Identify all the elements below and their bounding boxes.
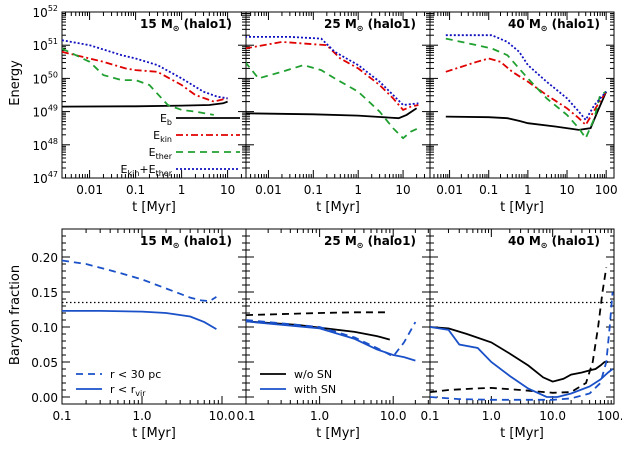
- legend-label: with SN: [294, 383, 336, 396]
- x-tick-label: 1: [178, 183, 186, 197]
- x-tick-label: 10.0: [209, 409, 236, 423]
- series-line: [430, 326, 614, 398]
- series-line: [445, 37, 607, 141]
- x-tick-label: 0.1: [126, 183, 145, 197]
- x-tick-label: 0.1: [420, 409, 439, 423]
- y-tick-label: 1050: [33, 70, 58, 86]
- panel-title: 25 M⊙ (halo1): [324, 17, 416, 33]
- series-line: [246, 319, 417, 358]
- series-line: [430, 291, 614, 401]
- panel-title: 15 M⊙ (halo1): [140, 234, 232, 250]
- x-tick-label: 1.0: [482, 409, 501, 423]
- series-line: [62, 310, 217, 330]
- series-line: [62, 47, 214, 116]
- x-axis-label: t [Myr]: [500, 200, 544, 215]
- series-line: [246, 36, 419, 106]
- legend-label: Eb: [160, 112, 172, 127]
- panel-title: 40 M⊙ (halo1): [508, 234, 600, 250]
- panel-r1-p1: 0.1 1.0 10.0 t [Myr] 25 M⊙ (halo1) w/o SN with…: [236, 228, 431, 441]
- series-line: [246, 320, 391, 341]
- x-tick-label: 1: [354, 183, 362, 197]
- x-tick-label: 10.0: [380, 409, 407, 423]
- x-tick-label: 1.0: [310, 409, 329, 423]
- panel-frame: [429, 228, 615, 405]
- series-line: [430, 267, 608, 394]
- series-line: [246, 320, 416, 362]
- series-line: [246, 311, 387, 316]
- x-tick-label: 0.1: [236, 409, 255, 423]
- series-line: [445, 34, 607, 122]
- y-tick-label: 0.00: [31, 391, 58, 405]
- plot-area: 0.01 0.1 1 10 t [Myr] 1047 1048 1049 1050 1051 105…: [31, 4, 622, 441]
- series-line: [246, 61, 419, 140]
- x-tick-label: 10.0: [539, 409, 566, 423]
- series-group: [430, 267, 614, 401]
- y-tick-label: 1047: [33, 170, 58, 186]
- panel-r0-p0: 0.01 0.1 1 10 t [Myr] 1047 1048 1049 1050 1051 105…: [33, 4, 247, 215]
- x-tick-label: 0.1: [304, 183, 323, 197]
- baryon-axis-label: Baryon fraction: [8, 265, 23, 365]
- legend-label: r < rvir: [110, 383, 146, 398]
- series-line: [445, 57, 607, 127]
- panel-r1-p2: 0.1 1.0 10.0 100.0 t [Myr] 40 M⊙ (halo1): [420, 228, 622, 441]
- y-tick-label: 0.05: [31, 356, 58, 370]
- panel-r0-p2: 0.01 0.1 1 10 100 t [Myr] 40 M⊙ (halo1): [429, 11, 618, 215]
- x-axis-label: t [Myr]: [132, 200, 176, 215]
- x-tick-label: 0.01: [76, 183, 103, 197]
- x-tick-label: 10: [395, 183, 410, 197]
- panel-title: 25 M⊙ (halo1): [324, 234, 416, 250]
- series-line: [62, 50, 228, 103]
- x-tick-label: 0.01: [255, 183, 282, 197]
- panel-frame: [245, 228, 431, 405]
- series-group: [62, 259, 217, 330]
- legend-label: Ekin+Ether: [121, 163, 173, 178]
- x-tick-label: 0.1: [479, 183, 498, 197]
- x-tick-label: 10: [559, 183, 574, 197]
- legend-label: Ekin: [153, 129, 172, 144]
- legend-label: r < 30 pc: [110, 368, 161, 381]
- series-line: [430, 326, 609, 383]
- series-group: [246, 311, 417, 362]
- series-line: [246, 40, 419, 111]
- x-tick-label: 1: [524, 183, 532, 197]
- series-line: [62, 100, 228, 108]
- y-tick-label: 1049: [33, 104, 58, 120]
- series-line: [445, 91, 608, 131]
- x-tick-label: 0.1: [52, 409, 71, 423]
- series-group: [445, 34, 608, 141]
- legend-label: Ether: [149, 146, 173, 161]
- panel-r0-p1: 0.01 0.1 1 10 t [Myr] 25 M⊙ (halo1): [245, 11, 431, 215]
- panel-title: 15 M⊙ (halo1): [140, 17, 232, 33]
- x-tick-label: 100.0: [597, 409, 622, 423]
- x-tick-label: 1.0: [132, 409, 151, 423]
- x-tick-label: 100: [595, 183, 618, 197]
- y-tick-label: 1048: [33, 137, 58, 153]
- y-tick-label: 1051: [33, 37, 58, 53]
- panel-frame: [429, 11, 615, 179]
- x-axis-label: t [Myr]: [500, 426, 544, 441]
- y-tick-label: 1052: [33, 4, 58, 20]
- y-tick-label: 0.20: [31, 251, 58, 265]
- y-tick-label: 0.10: [31, 321, 58, 335]
- legend-label: w/o SN: [294, 368, 332, 381]
- x-tick-label: 10: [220, 183, 235, 197]
- x-axis-label: t [Myr]: [316, 200, 360, 215]
- series-line: [246, 107, 418, 120]
- x-axis-label: t [Myr]: [316, 426, 360, 441]
- y-tick-label: 0.15: [31, 286, 58, 300]
- series-group: [62, 39, 228, 116]
- panel-r1-p0: 0.1 1.0 10.0 t [Myr] 0.00 0.05 0.10 0.15 0.20 15 …: [31, 228, 247, 441]
- series-line: [62, 259, 217, 303]
- x-tick-label: 0.01: [436, 183, 463, 197]
- panel-title: 40 M⊙ (halo1): [508, 17, 600, 33]
- energy-axis-label: Energy: [8, 60, 23, 106]
- series-group: [246, 36, 419, 140]
- series-line: [62, 39, 228, 100]
- x-axis-label: t [Myr]: [132, 426, 176, 441]
